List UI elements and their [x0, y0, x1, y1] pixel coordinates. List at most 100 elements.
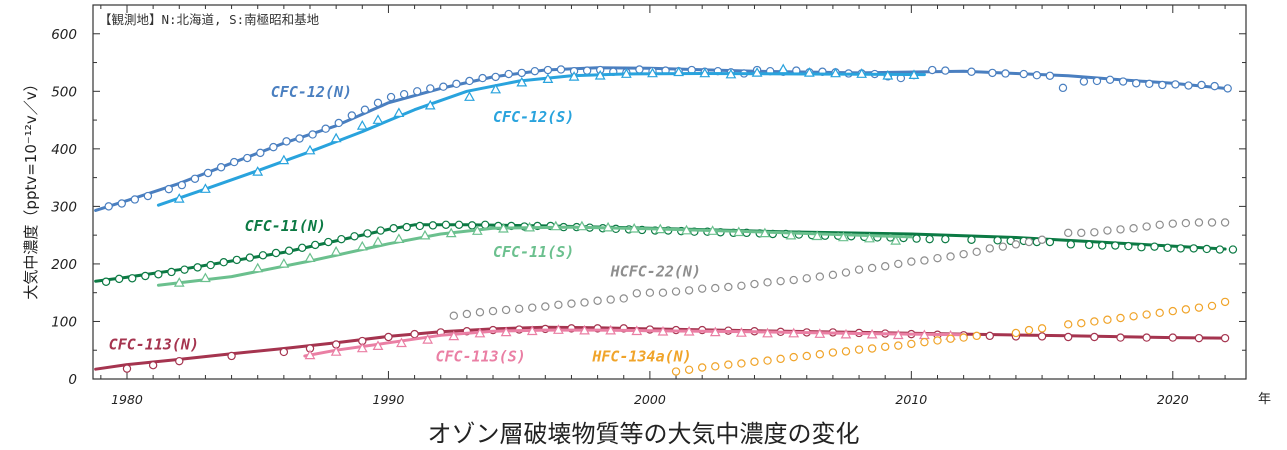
- data-point: [985, 244, 994, 253]
- data-point: [854, 345, 864, 354]
- data-point: [1045, 237, 1055, 247]
- data-point: [1045, 71, 1055, 80]
- data-point: [567, 299, 576, 308]
- data-point: [733, 226, 745, 237]
- data-point: [967, 67, 976, 76]
- x-tick-label: 2010: [895, 392, 927, 407]
- data-point: [552, 324, 564, 334]
- data-point: [465, 76, 474, 86]
- data-point: [143, 191, 153, 201]
- data-point: [514, 304, 524, 314]
- data-point: [128, 274, 137, 283]
- data-point: [1181, 218, 1191, 228]
- data-point: [243, 153, 252, 163]
- data-point: [788, 327, 800, 338]
- data-point: [751, 67, 763, 77]
- data-point: [890, 235, 902, 245]
- data-point: [462, 309, 472, 319]
- data-point: [180, 265, 189, 274]
- data-point: [647, 67, 658, 78]
- data-point: [908, 69, 920, 80]
- data-point: [1158, 80, 1167, 90]
- data-point: [227, 351, 236, 361]
- data-point: [1194, 218, 1204, 227]
- data-point: [393, 233, 405, 243]
- data-point: [426, 84, 435, 93]
- data-point: [724, 360, 733, 369]
- series-layer: [94, 63, 1238, 376]
- data-point: [412, 87, 422, 96]
- data-point: [297, 243, 307, 253]
- data-point: [1019, 69, 1028, 79]
- data-point: [471, 225, 483, 235]
- data-point: [709, 326, 721, 337]
- data-point: [828, 270, 838, 280]
- series-label: CFC-12(S): [493, 108, 574, 126]
- data-point: [101, 277, 111, 286]
- data-point: [396, 337, 407, 348]
- data-point: [415, 221, 425, 231]
- data-point: [907, 257, 916, 266]
- data-point: [311, 240, 320, 250]
- data-point: [1202, 244, 1211, 254]
- data-point: [683, 325, 695, 336]
- data-point: [372, 340, 384, 350]
- data-point: [894, 341, 903, 350]
- trend-line: [303, 328, 966, 358]
- data-point: [402, 222, 411, 232]
- data-point: [1207, 301, 1217, 311]
- data-point: [441, 220, 451, 229]
- series-cfc-12-s: [156, 63, 926, 207]
- data-point: [684, 286, 694, 295]
- data-point: [148, 360, 158, 370]
- data-point: [920, 337, 929, 347]
- data-point: [256, 148, 265, 158]
- data-point: [837, 231, 849, 242]
- data-point: [410, 329, 419, 339]
- data-point: [541, 302, 550, 311]
- axes: 0 100 200 300 400 500 600 1980 1990 2000 2010 2020: [51, 4, 1246, 407]
- data-point: [941, 234, 950, 244]
- data-point: [1092, 76, 1102, 86]
- series-label: CFC-12(N): [271, 83, 352, 101]
- data-point: [428, 221, 438, 230]
- data-point: [219, 257, 228, 267]
- data-point: [490, 83, 502, 94]
- data-point: [478, 73, 487, 83]
- data-point: [1090, 228, 1099, 237]
- data-point: [933, 253, 942, 263]
- data-point: [946, 252, 955, 261]
- data-point: [907, 339, 916, 349]
- data-point: [475, 308, 485, 317]
- data-point: [1171, 80, 1180, 89]
- data-point: [1168, 219, 1177, 228]
- data-point: [815, 350, 825, 359]
- data-point: [501, 305, 511, 315]
- series-label: HCFC-22(N): [610, 263, 701, 281]
- data-point: [330, 346, 342, 356]
- data-point: [337, 234, 346, 244]
- data-point: [1084, 240, 1094, 250]
- data-point: [941, 66, 950, 75]
- y-tick-label: 400: [51, 142, 77, 158]
- data-point: [376, 226, 385, 235]
- data-point: [697, 363, 707, 372]
- data-point: [925, 234, 934, 244]
- data-point: [1064, 332, 1073, 342]
- chart-subtitle: 【観測地】N:北海道, S:南極昭和基地: [99, 12, 320, 27]
- data-point: [1210, 81, 1219, 91]
- data-point: [1176, 244, 1185, 253]
- data-point: [776, 276, 785, 286]
- data-point: [815, 272, 825, 281]
- data-point: [628, 222, 640, 233]
- data-point: [556, 65, 566, 74]
- data-point: [602, 221, 614, 232]
- data-point: [594, 69, 606, 80]
- data-point: [828, 348, 838, 357]
- data-point: [1058, 83, 1068, 93]
- data-point: [284, 246, 294, 255]
- data-point: [763, 356, 772, 365]
- data-point: [164, 184, 174, 194]
- data-point: [1181, 305, 1191, 314]
